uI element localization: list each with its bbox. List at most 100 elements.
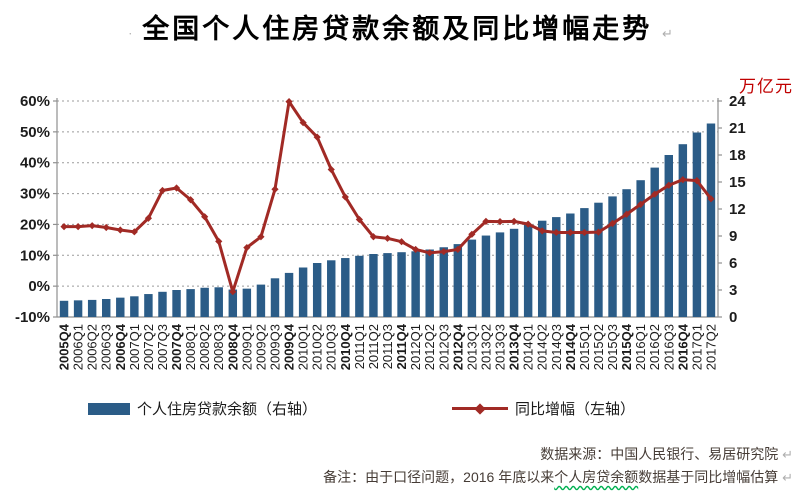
spellcheck-underline-text: 个人房贷余额 xyxy=(554,469,639,485)
bar xyxy=(59,300,69,317)
line-marker-diamond xyxy=(594,228,603,236)
line-marker-diamond xyxy=(215,237,223,245)
line-marker-diamond xyxy=(383,234,392,242)
bar xyxy=(439,247,448,317)
line-marker-diamond xyxy=(397,238,406,246)
bar xyxy=(650,167,659,317)
chart-title: 全国个人住房贷款余额及同比增幅走势 xyxy=(142,14,653,44)
right-axis-tick-label: 18 xyxy=(729,147,746,164)
line-marker-diamond xyxy=(468,230,476,238)
line-marker-diamond xyxy=(187,196,195,204)
bar xyxy=(580,208,589,317)
line-marker-diamond xyxy=(608,219,617,228)
left-axis-tick-label: 20% xyxy=(20,216,50,233)
bar xyxy=(692,132,702,317)
bar xyxy=(355,255,364,317)
right-axis-tick-label: 9 xyxy=(729,228,737,245)
bar xyxy=(537,220,547,317)
bar xyxy=(172,290,181,317)
paragraph-return-icon: ↵ xyxy=(782,470,793,485)
x-axis-tick-label: 2008Q4 xyxy=(225,323,240,370)
line-marker-diamond xyxy=(299,119,307,127)
right-axis-tick-label: 24 xyxy=(729,93,746,110)
paragraph-return-icon: ↵ xyxy=(661,26,673,41)
bar xyxy=(341,258,350,317)
left-axis-tick-label: 50% xyxy=(20,124,50,141)
bar xyxy=(706,123,716,317)
bar xyxy=(144,294,153,317)
bar xyxy=(200,287,209,317)
remark-note: 备注：由于口径问题，2016 年底以来个人房贷余额数据基于同比增幅估算 ↵ xyxy=(323,469,793,485)
left-axis-tick-label: 10% xyxy=(20,247,50,264)
x-axis-tick-label: 2012Q1 xyxy=(408,324,423,370)
line-marker-diamond xyxy=(369,233,378,241)
x-axis-tick-label: 2009Q1 xyxy=(239,324,254,370)
bar xyxy=(327,260,336,317)
x-axis-tick-label: 2014Q1 xyxy=(521,324,536,370)
line-marker-diamond xyxy=(60,222,68,231)
left-axis-tick-label: 30% xyxy=(20,186,50,203)
x-axis-tick-label: 2016Q4 xyxy=(675,323,690,370)
line-marker-diamond xyxy=(538,227,546,235)
data-source-note: 数据来源：中国人民银行、易居研究院 ↵ xyxy=(540,446,793,462)
x-axis-tick-label: 2011Q4 xyxy=(394,323,409,369)
bar xyxy=(256,284,266,317)
legend-diamond-marker-icon xyxy=(474,403,486,415)
bar xyxy=(636,180,645,317)
x-axis-tick-label: 2007Q4 xyxy=(169,323,184,370)
bar xyxy=(214,287,223,317)
x-axis-tick-label: 2013Q4 xyxy=(507,323,522,370)
x-axis-tick-label: 2007Q3 xyxy=(155,324,170,370)
x-axis-tick-label: 2014Q2 xyxy=(535,324,550,370)
line-marker-diamond xyxy=(116,226,124,234)
legend-growth-label: 同比增幅（左轴） xyxy=(515,401,636,418)
legend-item-balance: 个人住房贷款余额（右轴） xyxy=(88,398,317,419)
bar xyxy=(467,239,477,317)
bar xyxy=(495,232,505,317)
x-axis-tick-label: 2008Q2 xyxy=(197,324,212,370)
x-axis-tick-label: 2012Q4 xyxy=(450,323,465,370)
x-axis-tick-label: 2006Q2 xyxy=(85,324,100,370)
bar xyxy=(242,288,252,317)
line-marker-diamond xyxy=(229,288,237,296)
line-marker-diamond xyxy=(313,133,321,141)
bar xyxy=(298,267,308,317)
paragraph-return-icon: ↵ xyxy=(782,447,793,462)
bar xyxy=(622,189,631,317)
x-axis-tick-label: 2014Q3 xyxy=(549,324,564,370)
line-marker-diamond xyxy=(355,215,363,224)
x-axis-tick-label: 2011Q1 xyxy=(352,324,367,369)
x-axis-tick-label: 2010Q2 xyxy=(310,324,325,370)
right-axis-tick-label: 0 xyxy=(729,309,737,326)
bar xyxy=(509,228,519,317)
legend-line-swatch xyxy=(452,402,508,415)
x-axis-tick-label: 2009Q3 xyxy=(267,324,282,370)
line-marker-diamond xyxy=(257,233,265,241)
right-axis-unit-label: 万亿元 xyxy=(739,77,793,96)
x-axis-tick-label: 2006Q1 xyxy=(71,324,86,370)
bar xyxy=(523,224,533,317)
line-marker-diamond xyxy=(552,228,560,237)
line-marker-diamond xyxy=(172,184,181,192)
x-axis-tick-label: 2013Q2 xyxy=(478,324,493,370)
left-axis-tick-label: 60% xyxy=(20,93,50,110)
chart-footnotes: 数据来源：中国人民银行、易居研究院 ↵ 备注：由于口径问题，2016 年底以来个… xyxy=(323,443,793,489)
bar xyxy=(158,291,167,317)
bar xyxy=(186,289,195,317)
bar xyxy=(678,144,688,317)
line-marker-diamond xyxy=(637,200,645,208)
line-marker-diamond xyxy=(130,228,138,236)
line-marker-diamond xyxy=(201,213,209,221)
x-axis-tick-label: 2006Q3 xyxy=(99,324,114,370)
line-marker-diamond xyxy=(412,245,420,254)
x-axis-tick-label: 2006Q4 xyxy=(113,323,128,370)
bar xyxy=(608,196,617,317)
line-marker-diamond xyxy=(665,181,673,189)
line-marker-diamond xyxy=(482,217,490,225)
chart-legend: 个人住房贷款余额（右轴） 同比增幅（左轴） xyxy=(0,398,801,418)
bar xyxy=(73,300,83,317)
left-axis-tick-label: 40% xyxy=(20,155,50,172)
left-axis-tick-label: -10% xyxy=(15,309,50,326)
bar xyxy=(552,217,561,317)
x-axis-tick-label: 2015Q1 xyxy=(577,324,592,370)
